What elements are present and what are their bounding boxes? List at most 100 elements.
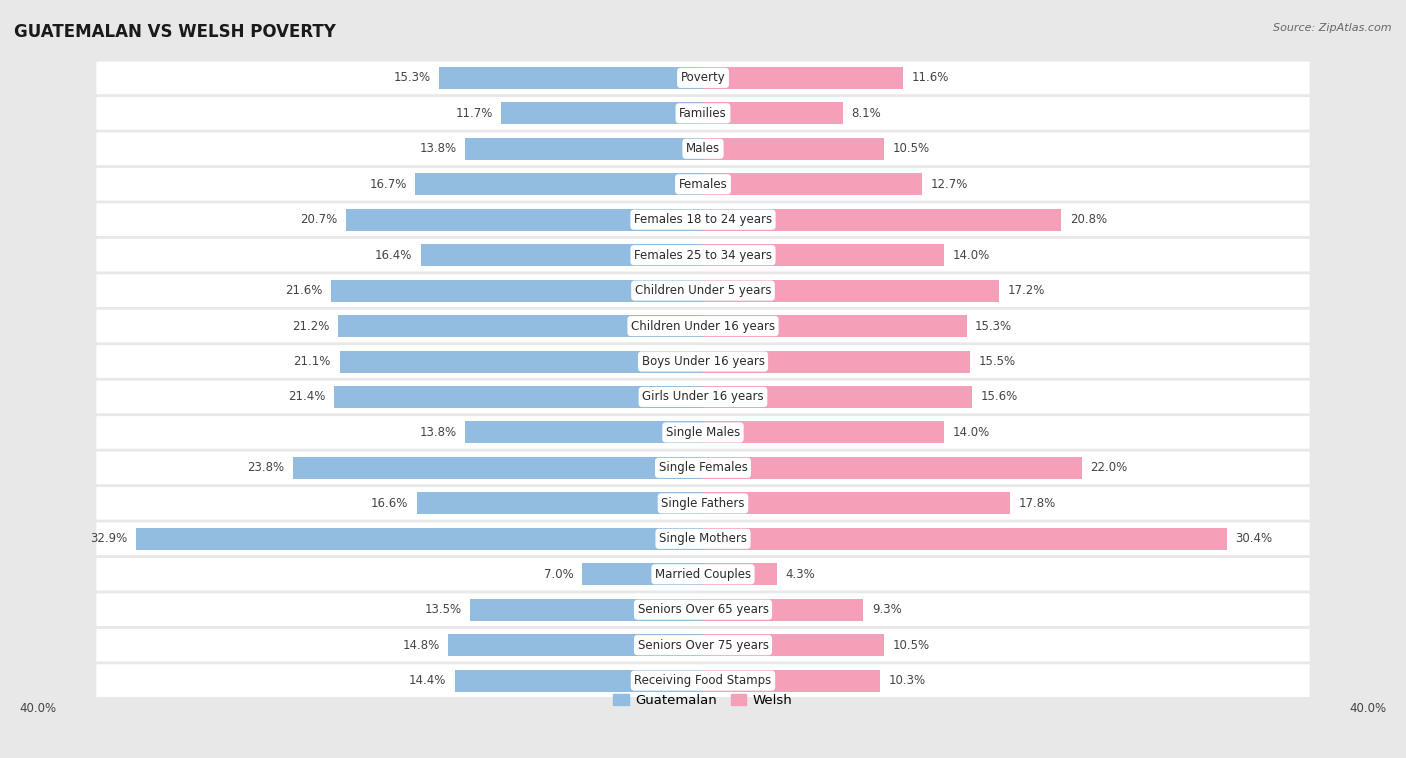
Bar xyxy=(703,315,966,337)
Text: Females: Females xyxy=(679,177,727,191)
Text: 30.4%: 30.4% xyxy=(1236,532,1272,545)
Bar xyxy=(471,599,703,621)
Bar xyxy=(703,174,922,196)
FancyBboxPatch shape xyxy=(97,416,1309,449)
Bar xyxy=(703,528,1226,550)
Bar xyxy=(449,634,703,656)
FancyBboxPatch shape xyxy=(97,203,1309,236)
Bar xyxy=(703,421,945,443)
FancyBboxPatch shape xyxy=(97,381,1309,413)
Bar xyxy=(703,208,1062,230)
Text: 14.0%: 14.0% xyxy=(953,249,990,262)
Text: Married Couples: Married Couples xyxy=(655,568,751,581)
Text: 15.3%: 15.3% xyxy=(976,320,1012,333)
Bar xyxy=(703,669,880,691)
FancyBboxPatch shape xyxy=(97,664,1309,697)
Text: 21.6%: 21.6% xyxy=(285,284,322,297)
FancyBboxPatch shape xyxy=(97,274,1309,307)
Bar xyxy=(330,280,703,302)
Text: 40.0%: 40.0% xyxy=(1350,702,1386,715)
Text: 14.0%: 14.0% xyxy=(953,426,990,439)
Text: 20.8%: 20.8% xyxy=(1070,213,1107,226)
Text: 32.9%: 32.9% xyxy=(90,532,128,545)
Text: Receiving Food Stamps: Receiving Food Stamps xyxy=(634,674,772,687)
Text: Seniors Over 75 years: Seniors Over 75 years xyxy=(637,639,769,652)
Text: 15.6%: 15.6% xyxy=(980,390,1018,403)
Text: 21.2%: 21.2% xyxy=(292,320,329,333)
Text: 11.7%: 11.7% xyxy=(456,107,494,120)
Text: 17.2%: 17.2% xyxy=(1008,284,1045,297)
Text: 15.3%: 15.3% xyxy=(394,71,430,84)
Bar xyxy=(582,563,703,585)
Bar xyxy=(502,102,703,124)
Text: Children Under 5 years: Children Under 5 years xyxy=(634,284,772,297)
Text: 40.0%: 40.0% xyxy=(20,702,56,715)
FancyBboxPatch shape xyxy=(97,487,1309,520)
Bar xyxy=(703,493,1010,515)
FancyBboxPatch shape xyxy=(97,310,1309,343)
FancyBboxPatch shape xyxy=(97,629,1309,662)
Text: Source: ZipAtlas.com: Source: ZipAtlas.com xyxy=(1274,23,1392,33)
FancyBboxPatch shape xyxy=(97,345,1309,377)
Bar xyxy=(415,174,703,196)
Bar xyxy=(703,138,884,160)
FancyBboxPatch shape xyxy=(97,522,1309,555)
Text: 16.4%: 16.4% xyxy=(374,249,412,262)
Text: 21.4%: 21.4% xyxy=(288,390,326,403)
Text: 23.8%: 23.8% xyxy=(247,462,284,475)
Text: 15.5%: 15.5% xyxy=(979,355,1015,368)
Bar xyxy=(335,386,703,408)
Text: Families: Families xyxy=(679,107,727,120)
Text: Children Under 16 years: Children Under 16 years xyxy=(631,320,775,333)
FancyBboxPatch shape xyxy=(97,558,1309,590)
Text: Single Females: Single Females xyxy=(658,462,748,475)
Bar xyxy=(703,102,842,124)
Text: 10.5%: 10.5% xyxy=(893,639,929,652)
Text: 7.0%: 7.0% xyxy=(544,568,574,581)
FancyBboxPatch shape xyxy=(97,61,1309,94)
FancyBboxPatch shape xyxy=(97,133,1309,165)
Text: 10.3%: 10.3% xyxy=(889,674,927,687)
Bar xyxy=(418,493,703,515)
Text: 16.7%: 16.7% xyxy=(370,177,406,191)
Bar xyxy=(292,457,703,479)
Text: 13.5%: 13.5% xyxy=(425,603,461,616)
Text: 8.1%: 8.1% xyxy=(851,107,882,120)
Text: 13.8%: 13.8% xyxy=(419,426,457,439)
Bar xyxy=(465,421,703,443)
Text: 13.8%: 13.8% xyxy=(419,143,457,155)
Text: Females 18 to 24 years: Females 18 to 24 years xyxy=(634,213,772,226)
Text: Poverty: Poverty xyxy=(681,71,725,84)
Bar xyxy=(703,67,903,89)
Bar xyxy=(703,350,970,372)
Text: 21.1%: 21.1% xyxy=(294,355,330,368)
Text: 11.6%: 11.6% xyxy=(911,71,949,84)
Bar xyxy=(703,634,884,656)
Text: Females 25 to 34 years: Females 25 to 34 years xyxy=(634,249,772,262)
Text: 22.0%: 22.0% xyxy=(1091,462,1128,475)
Legend: Guatemalan, Welsh: Guatemalan, Welsh xyxy=(607,689,799,713)
Bar xyxy=(340,350,703,372)
Text: Seniors Over 65 years: Seniors Over 65 years xyxy=(637,603,769,616)
FancyBboxPatch shape xyxy=(97,97,1309,130)
Bar xyxy=(456,669,703,691)
Text: Boys Under 16 years: Boys Under 16 years xyxy=(641,355,765,368)
FancyBboxPatch shape xyxy=(97,239,1309,271)
Bar xyxy=(703,457,1083,479)
Bar xyxy=(465,138,703,160)
Text: 14.8%: 14.8% xyxy=(402,639,440,652)
Text: 14.4%: 14.4% xyxy=(409,674,446,687)
Text: 20.7%: 20.7% xyxy=(301,213,337,226)
Bar xyxy=(440,67,703,89)
Text: 12.7%: 12.7% xyxy=(931,177,967,191)
Bar xyxy=(703,563,778,585)
Bar xyxy=(703,280,1000,302)
Text: Girls Under 16 years: Girls Under 16 years xyxy=(643,390,763,403)
Text: 4.3%: 4.3% xyxy=(786,568,815,581)
Text: 17.8%: 17.8% xyxy=(1018,496,1056,510)
FancyBboxPatch shape xyxy=(97,452,1309,484)
Text: Males: Males xyxy=(686,143,720,155)
Bar xyxy=(346,208,703,230)
Text: Single Males: Single Males xyxy=(666,426,740,439)
Bar xyxy=(703,386,972,408)
